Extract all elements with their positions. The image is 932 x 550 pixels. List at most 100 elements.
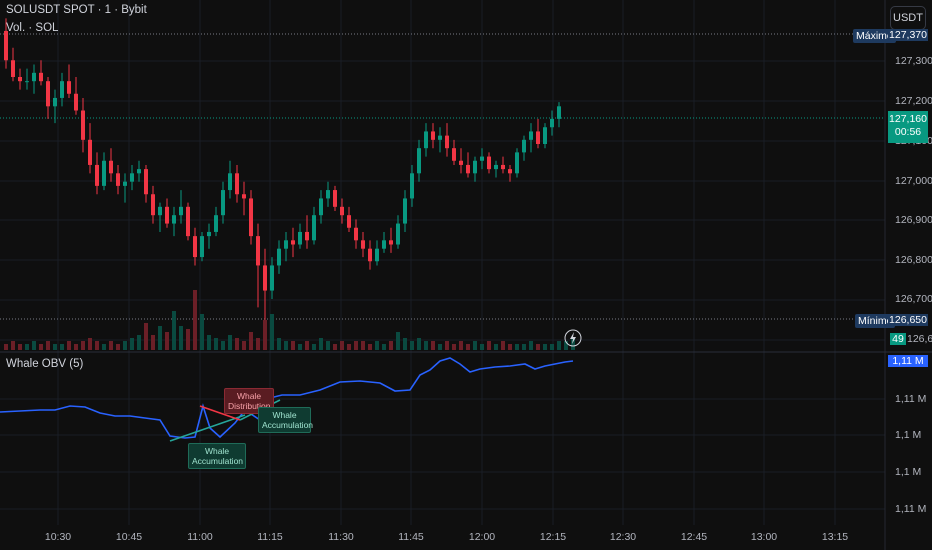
candle-body bbox=[242, 194, 246, 199]
volume-bar bbox=[32, 341, 36, 350]
volume-bar bbox=[158, 326, 162, 350]
volume-bar bbox=[67, 341, 71, 350]
candle-body bbox=[67, 81, 71, 94]
volume-bar bbox=[193, 290, 197, 350]
volume-bar bbox=[326, 341, 330, 350]
volume-bar bbox=[508, 344, 512, 350]
volume-bar bbox=[200, 314, 204, 350]
price-tick: 127,200 bbox=[895, 95, 932, 107]
volume-bar bbox=[389, 341, 393, 350]
volume-bar bbox=[431, 341, 435, 350]
obv-title[interactable]: Whale OBV (5) bbox=[6, 358, 84, 370]
volume-value-label: 49 bbox=[890, 333, 906, 345]
price-tick: 126,700 bbox=[895, 293, 932, 305]
symbol-title: SOLUSDT SPOT · 1 · Bybit bbox=[6, 4, 147, 16]
volume-bar bbox=[319, 338, 323, 350]
candle-body bbox=[431, 131, 435, 140]
candle-body bbox=[333, 190, 337, 207]
candle-body bbox=[354, 227, 358, 241]
candle-body bbox=[32, 72, 36, 82]
volume-bar bbox=[102, 344, 106, 350]
candle-body bbox=[466, 164, 470, 174]
max-price-label: 127,370 bbox=[888, 29, 928, 41]
volume-bar bbox=[284, 341, 288, 350]
time-tick: 10:30 bbox=[44, 531, 72, 543]
volume-bar bbox=[242, 341, 246, 350]
candle-body bbox=[410, 173, 414, 199]
volume-bar bbox=[333, 344, 337, 350]
candle-body bbox=[95, 164, 99, 186]
candle-body bbox=[347, 215, 351, 228]
volume-bar bbox=[536, 344, 540, 350]
volume-bar bbox=[368, 344, 372, 350]
candle-body bbox=[256, 236, 260, 266]
distribution-trend bbox=[199, 405, 241, 421]
volume-bar bbox=[438, 344, 442, 350]
bar-countdown: 00:56 bbox=[894, 126, 922, 138]
volume-bar bbox=[424, 341, 428, 350]
candle-body bbox=[151, 194, 155, 216]
volume-bar bbox=[144, 323, 148, 350]
volume-bar bbox=[515, 344, 519, 350]
volume-bar bbox=[452, 344, 456, 350]
candle-body bbox=[249, 198, 253, 237]
candle-body bbox=[214, 215, 218, 232]
candle-body bbox=[522, 139, 526, 153]
obv-current-label: 1,11 M bbox=[888, 355, 928, 367]
volume-bar bbox=[480, 344, 484, 350]
volume-bar bbox=[417, 338, 421, 350]
candle-body bbox=[123, 181, 127, 186]
volume-bar bbox=[88, 338, 92, 350]
obv-tick: 1,11 M bbox=[895, 503, 927, 515]
volume-bar bbox=[228, 335, 232, 350]
price-tick: 127,000 bbox=[895, 175, 932, 187]
volume-bar bbox=[221, 341, 225, 350]
accumulation-callout-left: Whale Accumulation bbox=[188, 443, 246, 469]
price-tick: 127,300 bbox=[895, 55, 932, 67]
min-price-label: 126,650 bbox=[888, 314, 928, 326]
time-tick: 13:00 bbox=[750, 531, 778, 543]
candle-body bbox=[207, 231, 211, 237]
candle-body bbox=[515, 152, 519, 174]
volume-bar bbox=[347, 344, 351, 350]
last-price-label: 127,160 00:56 bbox=[888, 111, 928, 143]
candle-body bbox=[165, 206, 169, 224]
volume-bar bbox=[60, 344, 64, 350]
volume-bar bbox=[459, 341, 463, 350]
obv-tick: 1,11 M bbox=[895, 393, 927, 405]
volume-bar bbox=[186, 329, 190, 350]
candle-body bbox=[25, 81, 29, 83]
volume-label: Vol. · SOL bbox=[6, 22, 59, 34]
lightning-icon[interactable] bbox=[570, 332, 576, 344]
volume-bar bbox=[95, 341, 99, 350]
grid bbox=[0, 0, 885, 525]
volume-bar bbox=[571, 338, 575, 350]
candle-body bbox=[193, 236, 197, 258]
volume-bar bbox=[256, 338, 260, 350]
candle-body bbox=[53, 97, 57, 107]
candle-body bbox=[74, 93, 78, 111]
candle-body bbox=[60, 81, 64, 98]
time-tick: 11:45 bbox=[398, 531, 424, 543]
max-tag: Máximo bbox=[853, 29, 896, 43]
volume-bar bbox=[403, 338, 407, 350]
volume-bar bbox=[354, 341, 358, 350]
candle-body bbox=[403, 198, 407, 224]
time-tick: 12:30 bbox=[609, 531, 637, 543]
time-tick: 11:30 bbox=[328, 531, 354, 543]
volume-bar bbox=[4, 344, 8, 350]
candle-body bbox=[144, 169, 148, 195]
volume-bar bbox=[312, 344, 316, 350]
volume-bar bbox=[130, 338, 134, 350]
candles bbox=[4, 18, 561, 320]
time-tick: 11:00 bbox=[187, 531, 213, 543]
currency-button[interactable]: USDT bbox=[890, 6, 926, 30]
candle-body bbox=[452, 148, 456, 161]
candle-body bbox=[494, 164, 498, 170]
volume-bar bbox=[249, 332, 253, 350]
lightning-icon-bg[interactable] bbox=[564, 329, 582, 347]
candle-body bbox=[557, 106, 561, 119]
candle-body bbox=[438, 135, 442, 140]
